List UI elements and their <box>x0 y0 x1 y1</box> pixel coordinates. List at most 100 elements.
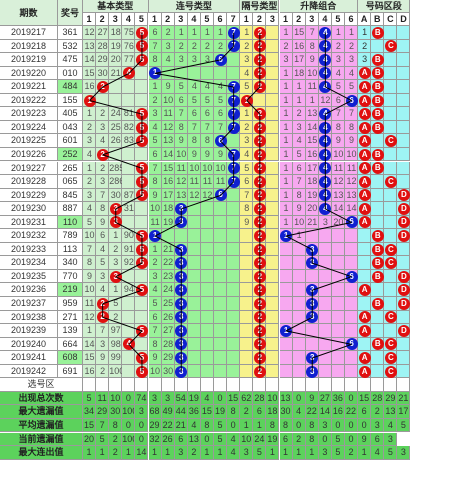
miss-value: 2 <box>165 27 171 37</box>
grid-cell <box>135 80 149 94</box>
grid-cell <box>331 242 345 257</box>
trend-ball: 6 <box>345 270 358 283</box>
miss-value: 1 <box>283 108 289 119</box>
grid-cell <box>292 310 306 325</box>
grid-cell <box>200 39 214 54</box>
grid-cell <box>331 310 345 325</box>
miss-value: 92 <box>123 257 134 268</box>
stat-value: 19 <box>214 405 228 419</box>
grid-cell <box>174 175 188 189</box>
grid-cell <box>292 202 306 216</box>
stat-value: 24 <box>253 432 267 447</box>
grid-cell <box>83 66 97 81</box>
miss-value: 1 <box>283 135 289 146</box>
period-cell: 2019236 <box>0 283 58 297</box>
grid-cell <box>96 337 110 352</box>
miss-value: 2 <box>87 176 93 187</box>
stat-value: 5 <box>214 418 228 433</box>
grid-cell <box>292 297 306 311</box>
grid-cell <box>358 256 372 270</box>
miss-value: 94 <box>123 284 134 295</box>
stat-value: 0 <box>214 391 228 406</box>
miss-value: 5 <box>296 148 302 159</box>
grid-cell <box>187 283 201 297</box>
trend-ball: 7 <box>227 121 240 134</box>
grid-cell <box>292 80 306 94</box>
prize-cell: 601 <box>58 134 83 148</box>
stat-value: 20 <box>83 432 97 447</box>
period-cell: 2019218 <box>0 39 58 54</box>
miss-value: 8 <box>335 121 341 132</box>
grid-cell <box>161 161 175 176</box>
segment-ball: B <box>371 121 384 134</box>
select-cell <box>174 378 188 392</box>
grid-cell <box>135 66 149 81</box>
grid-cell <box>345 161 359 176</box>
miss-value: 1 <box>244 27 250 37</box>
miss-value: 1 <box>283 94 289 105</box>
grid-cell <box>83 310 97 325</box>
select-cell <box>384 378 398 392</box>
miss-value: 3 <box>191 54 197 65</box>
miss-value: 19 <box>163 216 174 227</box>
grid-cell <box>331 26 345 40</box>
grid-cell <box>148 297 162 311</box>
grid-cell <box>397 93 411 108</box>
stat-value: 36 <box>331 391 345 406</box>
stat-value: 10 <box>109 391 123 406</box>
grid-cell <box>240 310 254 325</box>
grid-cell <box>305 107 319 121</box>
miss-value: 8 <box>100 203 106 214</box>
miss-value: 6 <box>204 108 210 119</box>
miss-value: 77 <box>123 54 134 65</box>
grid-cell <box>292 66 306 81</box>
prize-cell: 110 <box>58 215 83 230</box>
grid-cell <box>240 134 254 148</box>
trend-ball: 1 <box>280 230 293 243</box>
select-cell <box>109 378 123 392</box>
stat-value: 9 <box>358 432 372 447</box>
grid-cell <box>227 229 241 243</box>
stat-value: 15 <box>83 418 97 433</box>
miss-value: 1 <box>309 94 315 105</box>
miss-value: 16 <box>84 81 95 92</box>
grid-cell <box>384 188 398 203</box>
miss-value: 98 <box>110 338 121 349</box>
stat-value: 1 <box>266 446 280 460</box>
grid-cell <box>200 283 214 297</box>
stat-value: 14 <box>318 405 332 419</box>
grid-cell <box>279 66 293 81</box>
miss-value: 12 <box>346 176 357 187</box>
miss-value: 10 <box>84 230 95 241</box>
miss-value: 12 <box>163 121 174 132</box>
miss-value: 5 <box>152 135 158 146</box>
stat-label: 当前遗漏值 <box>0 432 83 447</box>
grid-cell <box>305 202 319 216</box>
miss-value: 4 <box>100 243 106 254</box>
grid-cell <box>384 215 398 230</box>
stat-label: 出现总次数 <box>0 391 83 406</box>
grid-cell <box>214 26 228 40</box>
grid-cell <box>214 310 228 325</box>
trend-ball: 7 <box>227 148 240 161</box>
miss-value: 8 <box>152 176 158 187</box>
period-cell: 2019234 <box>0 256 58 270</box>
grid-cell <box>135 215 149 230</box>
miss-value: 8 <box>204 135 210 146</box>
grid-cell <box>148 161 162 176</box>
miss-value: 1 <box>296 230 302 241</box>
grid-cell <box>371 310 385 325</box>
stat-value: 0 <box>227 418 241 433</box>
grid-cell <box>279 53 293 67</box>
grid-cell <box>292 53 306 67</box>
grid-cell <box>161 229 175 243</box>
period-cell: 2019226 <box>0 147 58 162</box>
grid-cell <box>384 26 398 40</box>
grid-cell <box>161 324 175 338</box>
grid-cell <box>148 310 162 325</box>
stat-value: 5 <box>331 432 345 447</box>
trend-ball: 7 <box>227 40 240 53</box>
grid-cell <box>214 324 228 338</box>
miss-value: 1 <box>178 27 184 37</box>
grid-cell <box>279 188 293 203</box>
